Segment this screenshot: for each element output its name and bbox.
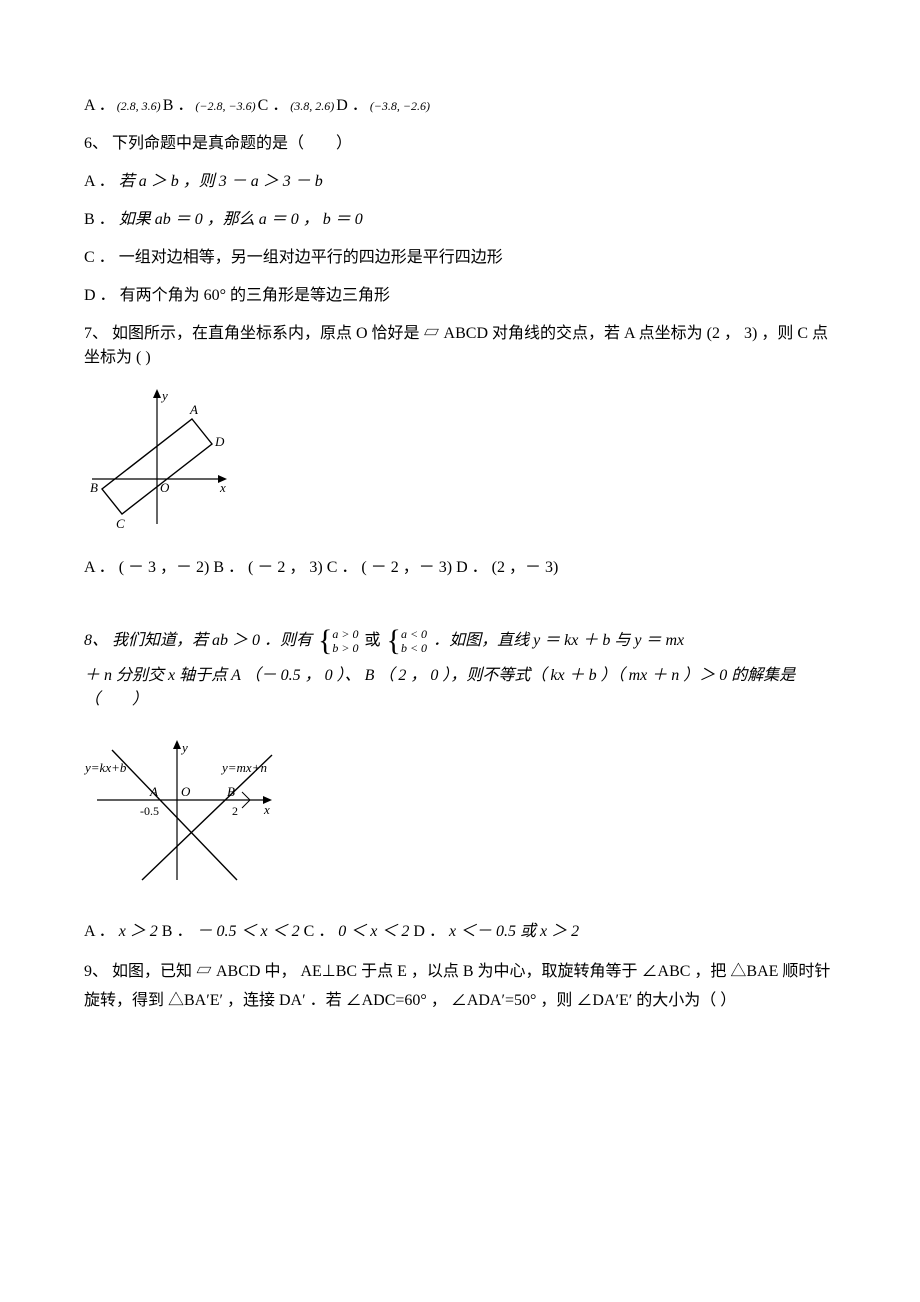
q9-title: 9、 如图，已知 ▱ ABCD 中， AE⊥BC 于点 E ，以点 B 为中心，… <box>84 958 836 1016</box>
svg-text:x: x <box>263 802 270 817</box>
q6-opt-D: D ． 有两个角为 60° 的三角形是等边三角形 <box>84 284 836 308</box>
q6-opt-D-text: 有两个角为 60° 的三角形是等边三角形 <box>120 287 390 304</box>
svg-text:B: B <box>227 784 235 799</box>
q6-opt-B: B ． 如果 ab ＝ 0 ，那么 a ＝ 0 ， b ＝ 0 <box>84 208 836 232</box>
q5-opt-B-val: (−2.8, −3.6) <box>195 97 255 115</box>
q8-opt-B-text: － 0.5 ＜ x ＜ 2 <box>196 923 299 940</box>
q8-opt-D-text: x ＜－ 0.5 或 x ＞ 2 <box>449 923 579 940</box>
q8-opt-A-label: A ． <box>84 923 115 940</box>
q8-opt-C-text: 0 ＜ x ＜ 2 <box>338 923 409 940</box>
svg-text:x: x <box>219 480 226 495</box>
q8-pre: 8、 我们知道，若 ab ＞ 0 ．则有 <box>84 632 316 649</box>
q8-sys1: { a > 0 b > 0 <box>318 626 359 656</box>
svg-text:B: B <box>90 480 98 495</box>
q5-opt-A-label: A ． <box>84 94 115 118</box>
q6-opt-B-text: 如果 ab ＝ 0 ，那么 a ＝ 0 ， b ＝ 0 <box>119 211 363 228</box>
q8-sys2-top: a < 0 <box>401 627 427 641</box>
q7-options: A ． ( － 3 ，－ 2) B ． ( － 2 ， 3) C ． ( － 2… <box>84 556 836 580</box>
q8-line2: ＋ n 分别交 x 轴于点 A （－ 0.5 ， 0 ）、 B （ 2 ， 0 … <box>84 664 836 712</box>
q7-figure: y x O A D B C <box>82 384 836 542</box>
q5-opt-A-val: (2.8, 3.6) <box>117 97 161 115</box>
q8-opt-C-label: C ． <box>304 923 335 940</box>
q6-opt-A-label: A ． <box>84 173 115 190</box>
q8-post1: ．如图，直线 y ＝ kx ＋ b 与 y ＝ mx <box>433 632 684 649</box>
q5-opt-C-val: (3.8, 2.6) <box>290 97 334 115</box>
svg-text:y: y <box>180 740 188 755</box>
q6-opt-C-label: C ． <box>84 249 115 266</box>
q8-sys2: { a < 0 b < 0 <box>387 626 428 656</box>
q7-opt-B-text: ( － 2 ， 3) <box>248 559 323 576</box>
q7-opt-D-text: (2 ，－ 3) <box>492 559 559 576</box>
q7-opt-D-label: D ． <box>456 559 488 576</box>
q7-opt-C-label: C ． <box>327 559 358 576</box>
svg-text:y=mx+n: y=mx+n <box>220 760 267 775</box>
q7-opt-A-text: ( － 3 ，－ 2) <box>119 559 210 576</box>
q5-opt-D-val: (−3.8, −2.6) <box>370 97 430 115</box>
q6-opt-C-text: 一组对边相等，另一组对边平行的四边形是平行四边形 <box>119 249 503 266</box>
q8-sys1-bot: b > 0 <box>332 641 358 655</box>
q5-opt-D-label: D ． <box>336 94 368 118</box>
brace-icon: { <box>387 626 401 656</box>
q6-opt-B-label: B ． <box>84 211 115 228</box>
svg-text:y: y <box>160 388 168 403</box>
q7-title: 7、 如图所示，在直角坐标系内，原点 O 恰好是 ▱ ABCD 对角线的交点，若… <box>84 322 836 370</box>
svg-text:O: O <box>160 480 170 495</box>
svg-text:O: O <box>181 784 191 799</box>
q8-opt-A-text: x ＞ 2 <box>119 923 158 940</box>
svg-text:-0.5: -0.5 <box>140 804 159 818</box>
q8-sys2-bot: b < 0 <box>401 641 427 655</box>
svg-text:C: C <box>116 516 125 531</box>
q8-mid: 或 <box>365 632 385 649</box>
q5-opt-C-label: C ． <box>258 94 289 118</box>
svg-text:2: 2 <box>232 804 238 818</box>
q6-opt-A: A ． 若 a ＞ b ，则 3 － a ＞ 3 － b <box>84 170 836 194</box>
q7-opt-C-text: ( － 2 ，－ 3) <box>361 559 452 576</box>
q8-line1: 8、 我们知道，若 ab ＞ 0 ．则有 { a > 0 b > 0 或 { a… <box>84 626 836 656</box>
svg-text:D: D <box>214 434 225 449</box>
q6-opt-D-label: D ． <box>84 287 116 304</box>
svg-text:A: A <box>149 784 158 799</box>
q8-opt-D-label: D ． <box>413 923 445 940</box>
q6-opt-A-text: 若 a ＞ b ，则 3 － a ＞ 3 － b <box>119 173 323 190</box>
svg-text:A: A <box>189 402 198 417</box>
q6-opt-C: C ． 一组对边相等，另一组对边平行的四边形是平行四边形 <box>84 246 836 270</box>
q7-opt-A-label: A ． <box>84 559 115 576</box>
q7-opt-B-label: B ． <box>213 559 244 576</box>
q8-figure: y x O A B -0.5 2 y=kx+b y=mx+n <box>82 730 836 898</box>
svg-text:y=kx+b: y=kx+b <box>83 760 127 775</box>
q8-opt-B-label: B ． <box>162 923 193 940</box>
brace-icon: { <box>318 626 332 656</box>
q5-option-row: A ． (2.8, 3.6) B ． (−2.8, −3.6) C ． (3.8… <box>84 94 836 118</box>
q8-options: A ． x ＞ 2 B ． － 0.5 ＜ x ＜ 2 C ． 0 ＜ x ＜ … <box>84 920 836 944</box>
q6-title: 6、 下列命题中是真命题的是（ ） <box>84 132 836 156</box>
q8-sys1-top: a > 0 <box>332 627 358 641</box>
q5-opt-B-label: B ． <box>163 94 194 118</box>
